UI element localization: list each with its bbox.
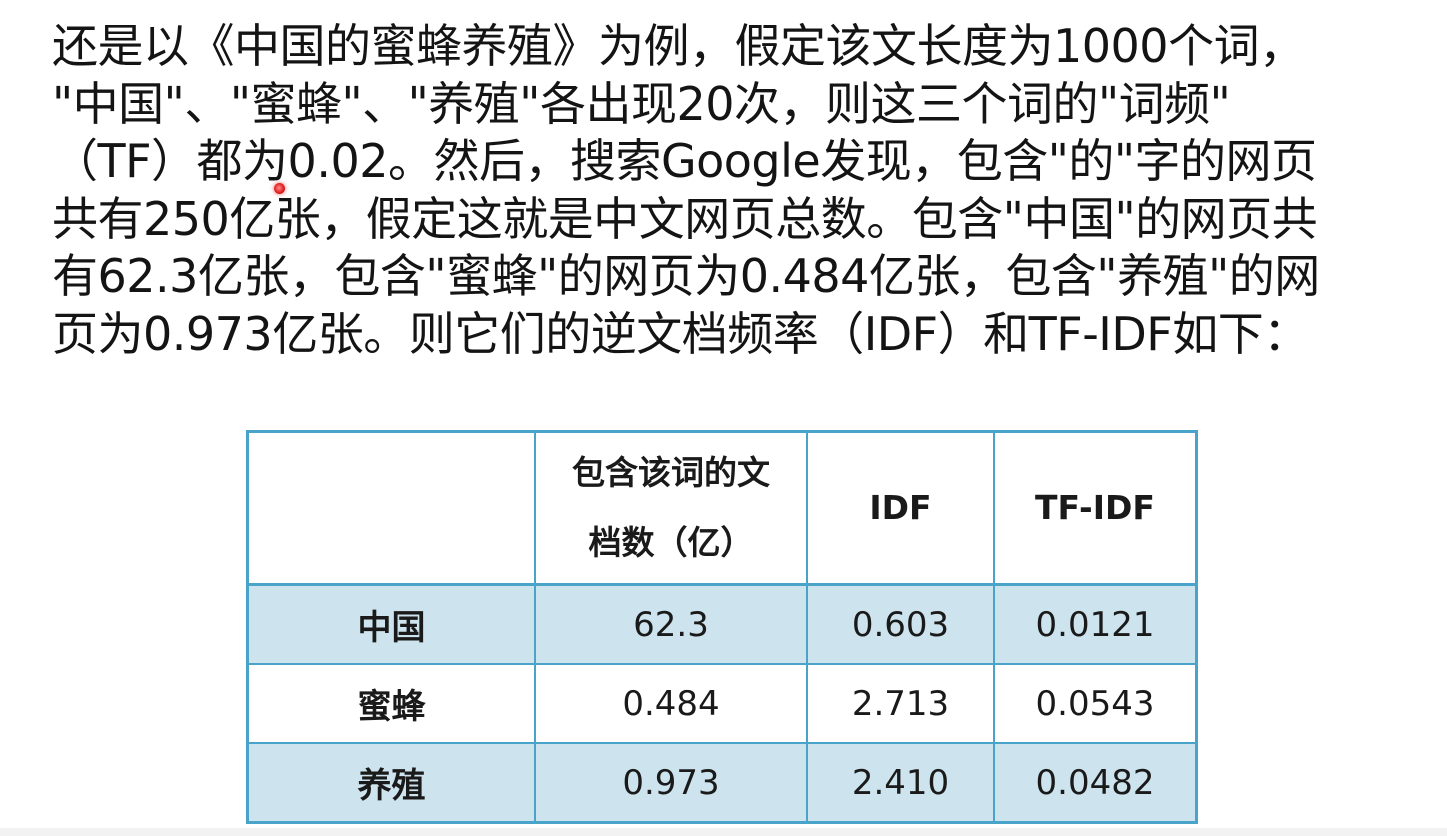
idf-table: 包含该词的文档数（亿） IDF TF-IDF 中国 62.3 0.603 0.0… <box>249 433 1195 821</box>
header-empty-cell <box>249 433 536 586</box>
paragraph-line: 页为0.973亿张。则它们的逆文档频率（IDF）和TF-IDF如下： <box>52 306 1309 361</box>
paragraph-line: 还是以《中国的蜜蜂养殖》为例，假定该文长度为1000个词， <box>52 19 1305 73</box>
table-row: 中国 62.3 0.603 0.0121 <box>249 583 1195 665</box>
paragraph-line: "中国"、"蜜蜂"、"养殖"各出现20次，则这三个词的"词频" <box>52 76 1231 131</box>
header-doc-count-label: 包含该词的文档数（亿） <box>572 453 770 562</box>
body-paragraph: 还是以《中国的蜜蜂养殖》为例，假定该文长度为1000个词， "中国"、"蜜蜂"、… <box>52 18 1402 363</box>
paragraph-line: 有62.3亿张，包含"蜜蜂"的网页为0.484亿张，包含"养殖"的网 <box>52 249 1320 303</box>
bottom-bar <box>0 828 1447 836</box>
header-tf-idf: TF-IDF <box>993 433 1195 586</box>
term-cell: 养殖 <box>249 742 536 821</box>
idf-cell: 0.603 <box>806 583 995 665</box>
doc-count-cell: 0.973 <box>534 742 808 821</box>
header-idf: IDF <box>806 433 995 586</box>
doc-count-cell: 0.484 <box>534 663 808 744</box>
doc-count-cell: 62.3 <box>534 583 808 665</box>
tf-idf-cell: 0.0482 <box>993 742 1195 821</box>
laser-pointer-icon <box>274 183 285 194</box>
term-cell: 中国 <box>249 583 536 665</box>
tf-idf-cell: 0.0543 <box>993 663 1195 744</box>
term-cell: 蜜蜂 <box>249 663 536 744</box>
tf-idf-cell: 0.0121 <box>993 583 1195 665</box>
paragraph-line: 共有250亿张，假定这就是中文网页总数。包含"中国"的网页共 <box>52 191 1318 246</box>
paragraph-line: （TF）都为0.02。然后，搜索Google发现，包含"的"字的网页 <box>52 134 1317 188</box>
idf-cell: 2.713 <box>806 663 995 744</box>
idf-cell: 2.410 <box>806 742 995 821</box>
table-row: 蜜蜂 0.484 2.713 0.0543 <box>249 663 1195 744</box>
table-row: 养殖 0.973 2.410 0.0482 <box>249 742 1195 821</box>
idf-table-container: 包含该词的文档数（亿） IDF TF-IDF 中国 62.3 0.603 0.0… <box>246 430 1198 824</box>
table-header-row: 包含该词的文档数（亿） IDF TF-IDF <box>249 433 1195 586</box>
header-doc-count: 包含该词的文档数（亿） <box>534 433 808 586</box>
